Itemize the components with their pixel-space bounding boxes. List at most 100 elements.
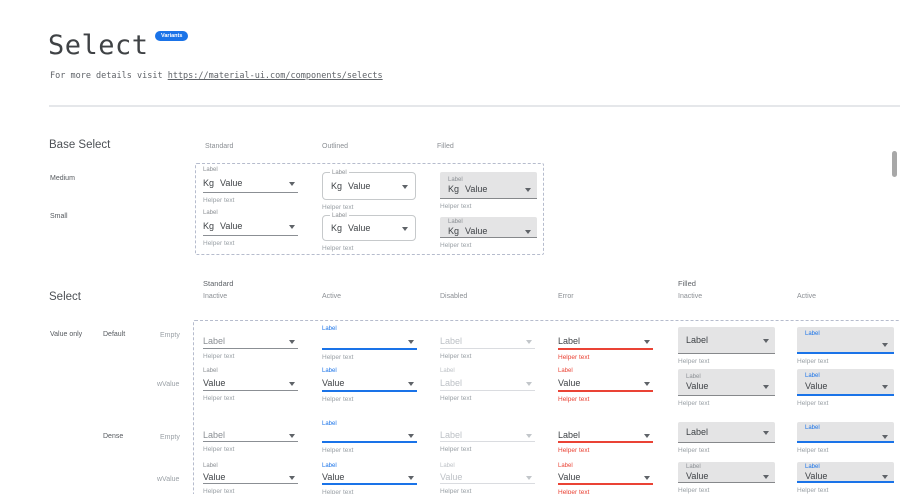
select-filled-active-wvalue[interactable]: Label Value Helper text: [797, 369, 894, 407]
vertical-scrollbar-thumb[interactable]: [892, 151, 897, 177]
base-select-filled-small[interactable]: Label Kg Value Helper text: [440, 217, 537, 249]
row-label-medium: Medium: [50, 175, 75, 182]
helper-text: Helper text: [440, 203, 537, 210]
select-value-row: Label: [440, 428, 535, 442]
select-value-row: Value: [322, 470, 417, 485]
select-standard-error-wvalue[interactable]: Label Value Helper text: [558, 367, 653, 403]
select-standard-error-dense-empty[interactable]: Label Helper text: [558, 420, 653, 454]
select-standard-error-empty[interactable]: Label Helper text: [558, 325, 653, 361]
helper-text: Helper text: [678, 400, 775, 407]
select-standard-inactive-wvalue[interactable]: Label Value Helper text: [203, 367, 298, 402]
select-value: Value: [558, 472, 580, 482]
dropdown-arrow-icon: [289, 476, 295, 480]
select-prefix: Kg: [203, 221, 214, 231]
select-label: Label: [440, 367, 535, 375]
select-label: Label: [805, 330, 888, 338]
select-standard-inactive-empty[interactable]: Label Helper text: [203, 325, 298, 360]
select-value: Label: [440, 430, 462, 440]
helper-text: Helper text: [322, 447, 417, 454]
helper-text: Helper text: [678, 487, 775, 494]
select-filled-inactive-dense-wvalue[interactable]: Label Value Helper text: [678, 462, 775, 494]
group-header-filled: Filled: [678, 279, 696, 288]
base-select-outlined-medium[interactable]: Label Kg Value Helper text: [322, 172, 416, 211]
select-filled-active-dense-empty[interactable]: Label Helper text: [797, 422, 894, 454]
select-filled-inactive-wvalue[interactable]: Label Value Helper text: [678, 369, 775, 407]
select-value-row: Label: [440, 375, 535, 391]
select-filled-inactive-empty[interactable]: Label Helper text: [678, 327, 775, 365]
helper-text: Helper text: [322, 396, 417, 403]
select-label: Label: [686, 373, 769, 381]
helper-text: Helper text: [203, 240, 298, 247]
select-standard-active-dense-wvalue[interactable]: Label Value Helper text: [322, 462, 417, 494]
select-value-row: Value: [558, 470, 653, 485]
material-ui-link[interactable]: https://material-ui.com/components/selec…: [168, 71, 383, 81]
filled-box: Label Kg Value: [440, 217, 537, 238]
select-label: Label: [330, 212, 349, 220]
select-standard-active-dense-empty[interactable]: Label Helper text: [322, 420, 417, 454]
base-select-standard-small[interactable]: Label Kg Value Helper text: [203, 209, 298, 247]
dropdown-arrow-icon: [644, 434, 650, 438]
select-standard-disabled-dense-wvalue[interactable]: Label Value Helper text: [440, 462, 535, 494]
base-select-filled-medium[interactable]: Label Kg Value Helper text: [440, 172, 537, 210]
select-value-row: Label: [203, 333, 298, 349]
select-value-row: Value: [203, 375, 298, 391]
size-label-dense: Dense: [103, 433, 123, 440]
base-select-outlined-small[interactable]: Label Kg Value Helper text: [322, 215, 416, 252]
select-value-row: [322, 333, 417, 350]
select-filled-active-empty[interactable]: Label Helper text: [797, 327, 894, 365]
row-label-wvalue: wValue: [157, 381, 179, 388]
outlined-box: Label Kg Value: [322, 172, 416, 200]
column-header-outlined: Outlined: [322, 143, 348, 150]
filled-box: Label Value: [797, 462, 894, 483]
helper-text: Helper text: [322, 245, 416, 252]
filled-box: Label: [678, 422, 775, 443]
row-label-empty: Empty: [160, 332, 180, 339]
select-value: Value: [465, 226, 487, 236]
select-filled-inactive-dense-empty[interactable]: Label Helper text: [678, 422, 775, 454]
row-label-wvalue-dense: wValue: [157, 476, 179, 483]
select-standard-disabled-wvalue[interactable]: Label Label Helper text: [440, 367, 535, 402]
select-label: Label: [686, 463, 769, 471]
select-heading: Select: [49, 291, 81, 303]
select-value: Label: [203, 430, 225, 440]
select-value: Value: [440, 472, 462, 482]
helper-text: Helper text: [797, 358, 894, 365]
select-standard-active-empty[interactable]: Label Helper text: [322, 325, 417, 361]
select-label: Label: [322, 420, 417, 428]
select-standard-active-wvalue[interactable]: Label Value Helper text: [322, 367, 417, 403]
select-value: Label: [440, 336, 462, 346]
column-header-active: Active: [322, 293, 341, 300]
select-label: Label: [558, 462, 653, 470]
base-select-standard-medium[interactable]: Label Kg Value Helper text: [203, 166, 298, 204]
select-standard-inactive-dense-wvalue[interactable]: Label Value Helper text: [203, 462, 298, 494]
select-label: Label: [203, 166, 298, 174]
select-label: [203, 420, 298, 428]
header-divider: [49, 105, 900, 107]
select-standard-disabled-dense-empty[interactable]: Label Helper text: [440, 420, 535, 453]
select-value: Value: [322, 472, 344, 482]
select-value: Value: [203, 472, 225, 482]
select-value: Value: [558, 378, 580, 388]
select-value-row: Label: [686, 427, 769, 437]
select-spec-page: Select Variants For more details visit h…: [0, 0, 900, 494]
dropdown-arrow-icon: [408, 340, 414, 344]
select-standard-error-dense-wvalue[interactable]: Label Value Helper text: [558, 462, 653, 494]
filled-box: Label: [678, 327, 775, 354]
filled-box: Label Kg Value: [440, 172, 537, 199]
subtitle: For more details visit https://material-…: [50, 71, 383, 81]
helper-text: Helper text: [797, 447, 894, 454]
select-filled-active-dense-wvalue[interactable]: Label Value Helper text: [797, 462, 894, 494]
dropdown-arrow-icon: [882, 385, 888, 389]
select-value-row: [322, 428, 417, 443]
select-standard-inactive-dense-empty[interactable]: Label Helper text: [203, 420, 298, 453]
select-value: Value: [348, 223, 370, 233]
dropdown-arrow-icon: [402, 185, 408, 189]
select-value-row: Label: [203, 428, 298, 442]
select-standard-disabled-empty[interactable]: Label Helper text: [440, 325, 535, 360]
helper-text: Helper text: [558, 447, 653, 454]
dropdown-arrow-icon: [526, 382, 532, 386]
dropdown-arrow-icon: [882, 435, 888, 439]
helper-text: Helper text: [678, 358, 775, 365]
dropdown-arrow-icon: [402, 227, 408, 231]
select-value: Value: [203, 378, 225, 388]
